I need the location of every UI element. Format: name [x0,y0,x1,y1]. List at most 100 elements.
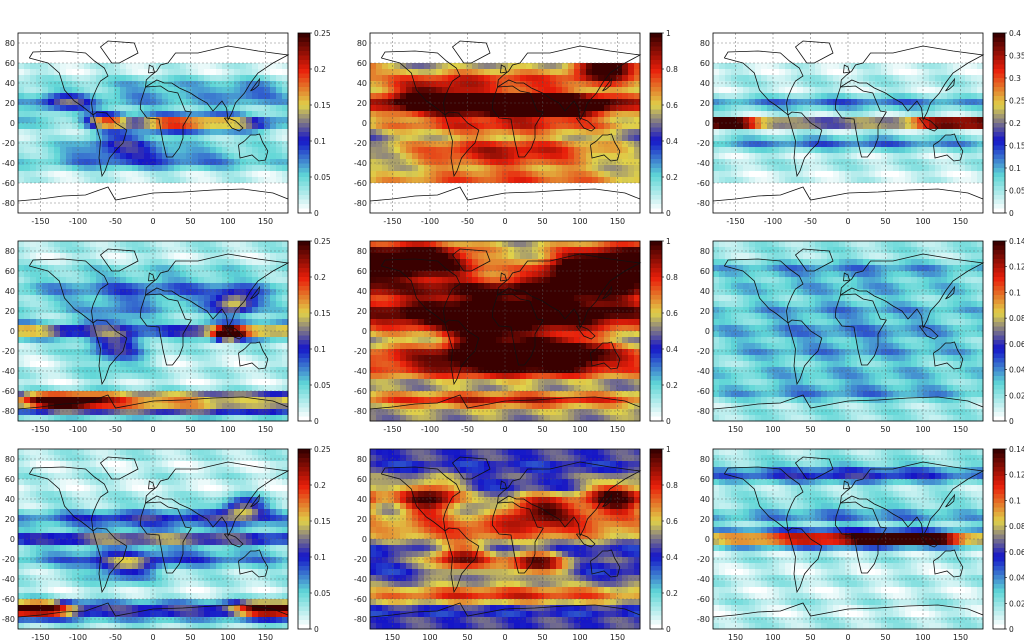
heatmap-cell [66,63,73,70]
heatmap-cell [60,313,67,320]
heatmap-cell [893,123,900,130]
heatmap-cell [258,171,265,178]
heatmap-cell [544,69,551,76]
heatmap-cell [893,129,900,136]
heatmap-cell [749,87,756,94]
heatmap-cell [977,141,984,148]
heatmap-cell [628,183,635,190]
heatmap-cell [893,33,900,40]
heatmap-cell [628,105,635,112]
heatmap-cell [448,51,455,58]
heatmap-cell [436,201,443,208]
heatmap-cell [60,129,67,136]
colorbar-segment [993,159,1005,165]
heatmap-cell [725,153,732,160]
heatmap-cell [156,69,163,76]
heatmap-cell [382,195,389,202]
heatmap-cell [743,105,750,112]
heatmap-cell [863,159,870,166]
heatmap-cell [240,147,247,154]
heatmap-cell [875,141,882,148]
heatmap-cell [180,93,187,100]
heatmap-cell [725,75,732,82]
heatmap-cell [264,45,271,52]
heatmap-cell [586,81,593,88]
heatmap-cell [36,51,43,58]
heatmap-cell [102,183,109,190]
heatmap-cell [466,201,473,208]
heatmap-cell [719,171,726,178]
heatmap-cell [863,51,870,58]
heatmap-cell [893,63,900,70]
heatmap-cell [210,301,217,308]
heatmap-cell [737,51,744,58]
colorbar-segment [650,82,662,88]
heatmap-cell [520,105,527,112]
heatmap-cell [508,45,515,52]
heatmap-cell [282,241,289,248]
heatmap-cell [240,87,247,94]
heatmap-cell [977,75,984,82]
heatmap-cell [484,195,491,202]
heatmap-cell [180,117,187,124]
heatmap-cell [144,117,151,124]
heatmap-cell [454,177,461,184]
heatmap-cell [731,207,738,214]
heatmap-cell [821,171,828,178]
colorbar-segment [993,190,1005,196]
heatmap-cell [875,201,882,208]
heatmap-cell [114,111,121,118]
heatmap-cell [532,117,539,124]
heatmap-cell [442,117,449,124]
heatmap-cell [941,87,948,94]
heatmap-cell [276,295,283,302]
heatmap-cell [959,45,966,52]
heatmap-cell [839,189,846,196]
heatmap-cell [791,117,798,124]
heatmap-cell [382,117,389,124]
heatmap-cell [90,99,97,106]
heatmap-cell [204,111,211,118]
heatmap-cell [725,45,732,52]
heatmap-cell [616,123,623,130]
heatmap-cell [120,295,127,302]
heatmap-cell [192,33,199,40]
heatmap-cell [532,171,539,178]
heatmap-cell [394,123,401,130]
heatmap-cell [78,99,85,106]
heatmap-cell [767,183,774,190]
heatmap-cell [78,51,85,58]
heatmap-cell [767,147,774,154]
heatmap-cell [186,111,193,118]
heatmap-cell [102,325,109,332]
heatmap-cell [857,135,864,142]
heatmap-cell [622,141,629,148]
heatmap-cell [18,283,25,290]
heatmap-cell [869,117,876,124]
heatmap-cell [210,141,217,148]
heatmap-cell [899,111,906,118]
heatmap-cell [72,201,79,208]
heatmap-cell [394,75,401,82]
heatmap-cell [96,265,103,272]
heatmap-cell [556,63,563,70]
heatmap-cell [851,69,858,76]
heatmap-cell [478,99,485,106]
heatmap-cell [400,111,407,118]
heatmap-cell [953,165,960,172]
heatmap-cell [977,87,984,94]
heatmap-cell [598,201,605,208]
heatmap-cell [216,195,223,202]
heatmap-cell [863,183,870,190]
heatmap-cell [78,57,85,64]
heatmap-cell [965,93,972,100]
heatmap-cell [869,51,876,58]
heatmap-cell [186,177,193,184]
heatmap-cell [779,153,786,160]
heatmap-cell [803,159,810,166]
heatmap-cell [821,81,828,88]
heatmap-cell [66,183,73,190]
heatmap-cell [84,111,91,118]
heatmap-cell [42,265,49,272]
heatmap-cell [30,123,37,130]
